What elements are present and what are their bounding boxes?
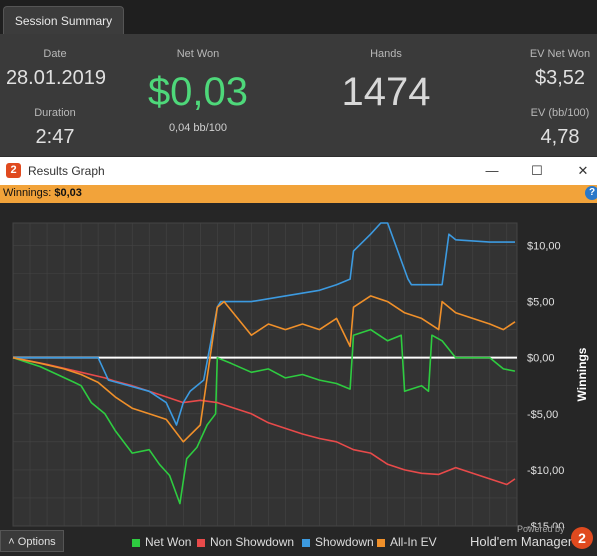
legend-label: Net Won (145, 535, 192, 549)
ev-net-won-value: $3,52 (534, 67, 586, 89)
ev-bb100-label: EV (bb/100) (530, 107, 590, 119)
window-titlebar[interactable]: 2 Results Graph — ☐ ✕ (0, 157, 597, 185)
legend-swatch (197, 538, 205, 547)
series-line-showdown (13, 222, 515, 426)
legend-item-all-in-ev[interactable]: All-In EV (377, 535, 437, 549)
y-tick-label: $0,00 (527, 353, 555, 365)
legend-label: Showdown (315, 535, 374, 549)
hands-value: 1474 (341, 70, 431, 114)
series-line-net-won (12, 328, 516, 505)
window-title: Results Graph (28, 164, 105, 178)
hands-label: Hands (370, 48, 402, 60)
y-tick-label: $5,00 (527, 297, 555, 309)
close-button[interactable]: ✕ (577, 163, 589, 178)
maximize-button[interactable]: ☐ (531, 163, 543, 178)
minimize-button[interactable]: — (485, 163, 499, 178)
options-button[interactable]: ˄ Options (0, 530, 64, 552)
net-won-value: $0,03 (147, 70, 249, 114)
session-summary-panel: Date 28.01.2019 Duration 2:47 Net Won $0… (0, 34, 597, 156)
brand-name: Hold'em Manager (470, 534, 573, 549)
ev-net-won-label: EV Net Won (529, 48, 591, 60)
help-icon[interactable]: ? (585, 186, 597, 200)
legend-swatch (132, 538, 140, 547)
results-graph-window: 2 Results Graph — ☐ ✕ Winnings: $0,03 ? … (0, 157, 597, 556)
ev-bb100-value: 4,78 (540, 126, 580, 148)
date-label: Date (43, 48, 67, 60)
series-line-non-showdown (12, 356, 516, 486)
y-tick-label: $10,00 (527, 240, 561, 252)
legend-item-net-won[interactable]: Net Won (132, 535, 191, 549)
date-value: 28.01.2019 (5, 67, 107, 89)
net-won-label: Net Won (176, 48, 220, 60)
top-tab-bar: Session Summary (0, 0, 597, 34)
legend-swatch (377, 538, 385, 547)
legend-swatch (302, 538, 310, 547)
duration-label: Duration (34, 107, 76, 119)
brand-logo-icon: 2 (571, 527, 593, 549)
winnings-value: $0,03 (54, 187, 82, 199)
series-line-all-in-ev (12, 295, 516, 443)
powered-by-text: Powered by (517, 524, 565, 534)
duration-value: 2:47 (35, 126, 75, 148)
legend-label: All-In EV (390, 535, 437, 549)
legend-item-non-showdown[interactable]: Non Showdown (197, 535, 294, 549)
legend-item-showdown[interactable]: Showdown (302, 535, 374, 549)
tab-session-summary[interactable]: Session Summary (3, 6, 124, 34)
winnings-text: Winnings: $0,03 (3, 187, 82, 199)
results-chart: 2004006008001 0001 2001 400$10,00$5,00$0… (12, 222, 589, 528)
winnings-bar: Winnings: $0,03 ? (0, 185, 597, 203)
y-axis-label: Winnings (575, 347, 589, 401)
legend-label: Non Showdown (210, 535, 295, 549)
y-tick-label: -$15,00 (527, 521, 564, 528)
bb100-value: 0,04 bb/100 (168, 122, 228, 134)
app-logo-icon: 2 (6, 163, 21, 178)
y-tick-label: -$5,00 (527, 409, 558, 421)
winnings-label: Winnings: (3, 187, 55, 199)
y-tick-label: -$10,00 (527, 465, 564, 477)
